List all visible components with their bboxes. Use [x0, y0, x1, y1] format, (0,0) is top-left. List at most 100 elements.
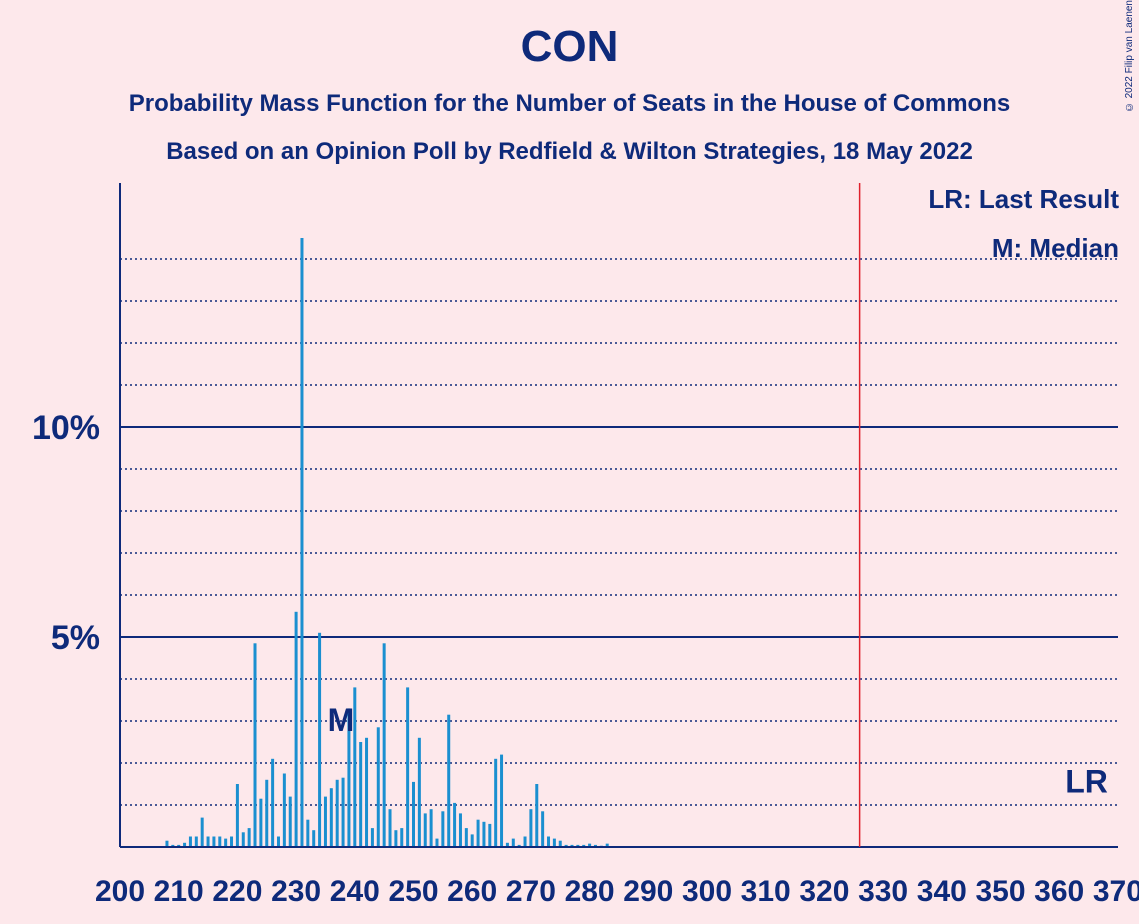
bar — [341, 777, 345, 847]
bar — [488, 823, 492, 847]
x-tick-label: 330 — [858, 875, 908, 908]
bar — [165, 840, 169, 847]
bar — [200, 817, 204, 847]
bar — [335, 779, 339, 847]
legend-last-result: LR: Last Result — [928, 184, 1119, 214]
bar — [429, 809, 433, 847]
x-tick-labels: 200 210 220 230 240 250 260 270 280 290 300 310 320 3… — [95, 875, 1139, 908]
bar — [482, 821, 486, 847]
bar — [376, 727, 380, 847]
bar — [329, 788, 333, 847]
chart-title: CON — [520, 22, 619, 71]
bar — [605, 843, 609, 847]
bar — [353, 687, 357, 847]
chart-subtitle: Probability Mass Function for the Number… — [128, 90, 1011, 117]
bar — [570, 844, 574, 847]
bar — [300, 238, 304, 847]
x-tick-label: 220 — [212, 875, 262, 908]
x-tick-label: 260 — [447, 875, 497, 908]
axes — [119, 183, 1118, 848]
x-tick-label: 200 — [95, 875, 145, 908]
bar — [323, 796, 327, 847]
x-tick-label: 250 — [388, 875, 438, 908]
x-tick-label: 210 — [154, 875, 204, 908]
bar — [218, 836, 222, 847]
bar — [494, 758, 498, 847]
bar — [347, 708, 351, 847]
x-tick-label: 240 — [330, 875, 380, 908]
bar — [412, 781, 415, 847]
legend-median: M: Median — [991, 233, 1119, 263]
bar — [365, 737, 369, 847]
bar — [230, 836, 234, 847]
bar — [523, 836, 527, 847]
bar — [511, 838, 515, 847]
bar — [517, 844, 521, 847]
y-tick-label: 10% — [32, 409, 100, 447]
x-tick-label: 310 — [741, 875, 791, 908]
x-tick-label: 300 — [682, 875, 732, 908]
y-tick-label: 5% — [51, 619, 100, 657]
bar — [294, 611, 298, 847]
bar — [312, 830, 316, 847]
x-tick-label: 270 — [506, 875, 556, 908]
x-tick-label: 290 — [623, 875, 673, 908]
bar — [535, 784, 539, 847]
bar — [276, 836, 280, 847]
bar — [235, 784, 239, 847]
bar — [259, 798, 263, 847]
bar — [288, 796, 292, 847]
x-tick-label: 280 — [565, 875, 615, 908]
bar — [447, 714, 451, 847]
bar — [253, 643, 257, 847]
bar — [593, 844, 597, 847]
bar — [212, 836, 216, 847]
bar — [541, 811, 545, 847]
bar — [183, 842, 187, 847]
bar — [406, 687, 410, 847]
bar — [441, 811, 445, 847]
x-tick-label: 320 — [799, 875, 849, 908]
y-tick-labels: 5% 10% — [32, 409, 100, 657]
bar — [558, 840, 562, 847]
bar — [453, 802, 457, 847]
x-tick-label: 340 — [917, 875, 967, 908]
x-tick-label: 360 — [1034, 875, 1084, 908]
bar — [552, 838, 556, 847]
bar — [382, 643, 386, 847]
bar — [505, 842, 509, 847]
bar — [423, 813, 427, 847]
gridlines — [120, 258, 1118, 806]
bar — [470, 834, 474, 847]
bar — [247, 828, 251, 847]
bar — [547, 836, 551, 847]
bar — [271, 758, 275, 847]
bar — [564, 844, 568, 847]
bar — [582, 844, 586, 847]
bar — [306, 819, 310, 847]
median-marker: M — [328, 702, 355, 738]
bar — [206, 836, 210, 847]
bar — [318, 632, 322, 847]
bar — [476, 819, 480, 847]
bar — [529, 809, 533, 847]
bar — [265, 779, 269, 847]
bar — [171, 844, 175, 847]
bar — [224, 838, 228, 847]
chart-source: Based on an Opinion Poll by Redfield & W… — [166, 138, 973, 165]
bar — [394, 830, 398, 847]
markers: M LR — [328, 183, 1108, 847]
bar — [194, 836, 198, 847]
bar — [188, 836, 192, 847]
bars — [165, 238, 609, 847]
bar — [435, 838, 439, 847]
bar — [359, 742, 363, 847]
bar — [177, 844, 181, 847]
last-result-marker: LR — [1065, 763, 1108, 799]
bar — [370, 828, 374, 847]
bar — [400, 828, 404, 847]
x-tick-label: 370 — [1093, 875, 1139, 908]
bar — [464, 828, 468, 847]
x-tick-label: 230 — [271, 875, 321, 908]
